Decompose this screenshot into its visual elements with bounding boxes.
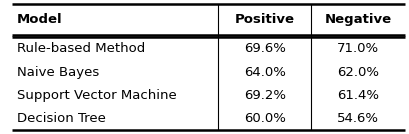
Text: 64.0%: 64.0% bbox=[244, 66, 286, 79]
Text: 69.2%: 69.2% bbox=[244, 89, 286, 102]
Text: Negative: Negative bbox=[325, 13, 392, 26]
Text: 62.0%: 62.0% bbox=[337, 66, 379, 79]
Text: 69.6%: 69.6% bbox=[244, 42, 286, 55]
Text: Rule-based Method: Rule-based Method bbox=[17, 42, 146, 55]
Text: 54.6%: 54.6% bbox=[337, 112, 379, 125]
Text: 60.0%: 60.0% bbox=[244, 112, 286, 125]
Text: Decision Tree: Decision Tree bbox=[17, 112, 106, 125]
Text: Positive: Positive bbox=[235, 13, 295, 26]
Text: 61.4%: 61.4% bbox=[337, 89, 379, 102]
Text: Model: Model bbox=[17, 13, 63, 26]
Text: Support Vector Machine: Support Vector Machine bbox=[17, 89, 177, 102]
Text: 71.0%: 71.0% bbox=[337, 42, 379, 55]
Text: Naive Bayes: Naive Bayes bbox=[17, 66, 99, 79]
